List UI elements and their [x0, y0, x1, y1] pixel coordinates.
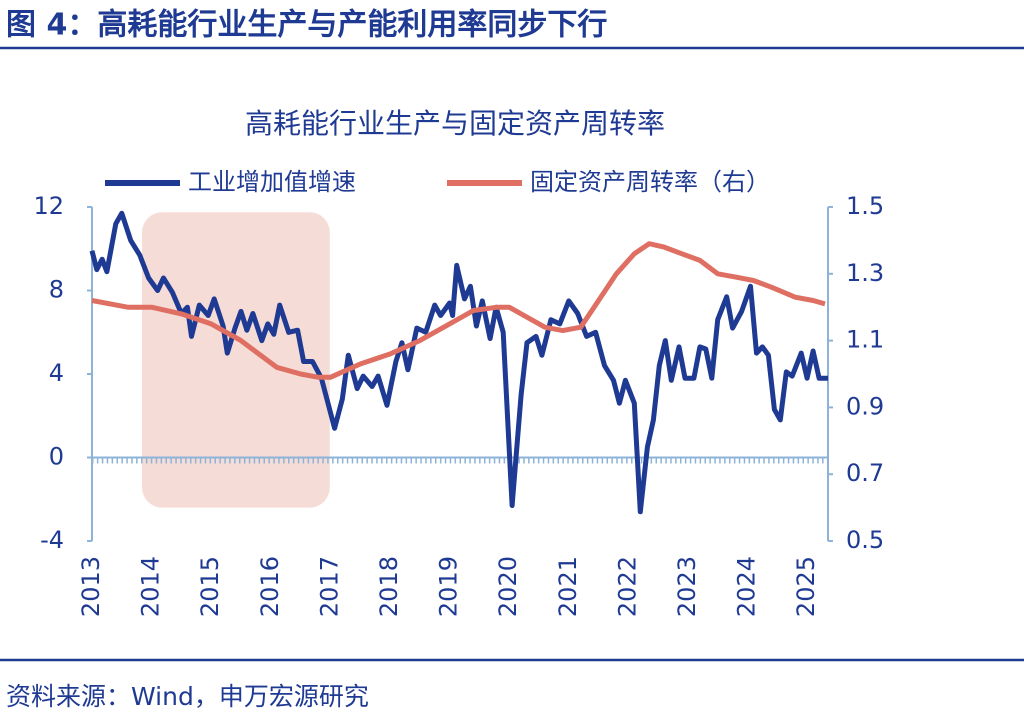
y2-tick-label: 0.9 [846, 392, 884, 420]
x-tick-label: 2020 [494, 556, 522, 617]
figure-title: 图 4：高耗能行业生产与产能利用率同步下行 [6, 8, 607, 43]
x-tick-label: 2014 [137, 556, 165, 617]
y2-tick-label: 1.5 [846, 192, 884, 220]
x-tick-label: 2018 [375, 556, 403, 617]
y-tick-label: 12 [33, 192, 64, 220]
x-tick-label: 2015 [196, 556, 224, 617]
highlight-region [142, 212, 330, 508]
series-line [89, 210, 828, 515]
x-tick-label: 2021 [554, 556, 582, 617]
x-tick-label: 2025 [792, 556, 820, 617]
y-tick-label: 8 [49, 276, 64, 304]
x-tick-label: 2024 [733, 556, 761, 617]
source: 资料来源：Wind，申万宏源研究 [6, 682, 369, 711]
x-tick-label: 2016 [256, 556, 284, 617]
y2-tick-label: 0.5 [846, 526, 884, 554]
x-tick-label: 2023 [673, 556, 701, 617]
y2-tick-label: 1.3 [846, 259, 884, 287]
x-tick-label: 2022 [613, 556, 641, 617]
x-tick-label: 2019 [435, 556, 463, 617]
legend-label: 固定资产周转率（右） [530, 168, 770, 196]
y-tick-label: -4 [40, 526, 64, 554]
series-line [91, 241, 826, 380]
y2-tick-label: 1.1 [846, 326, 884, 354]
chart-title: 高耗能行业生产与固定资产周转率 [245, 107, 665, 140]
y-tick-label: 0 [49, 443, 64, 471]
legend-label: 工业增加值增速 [188, 168, 356, 196]
y-tick-label: 4 [49, 359, 64, 387]
x-tick-label: 2017 [315, 556, 343, 617]
x-tick-label: 2013 [77, 556, 105, 617]
y2-tick-label: 0.7 [846, 459, 884, 487]
